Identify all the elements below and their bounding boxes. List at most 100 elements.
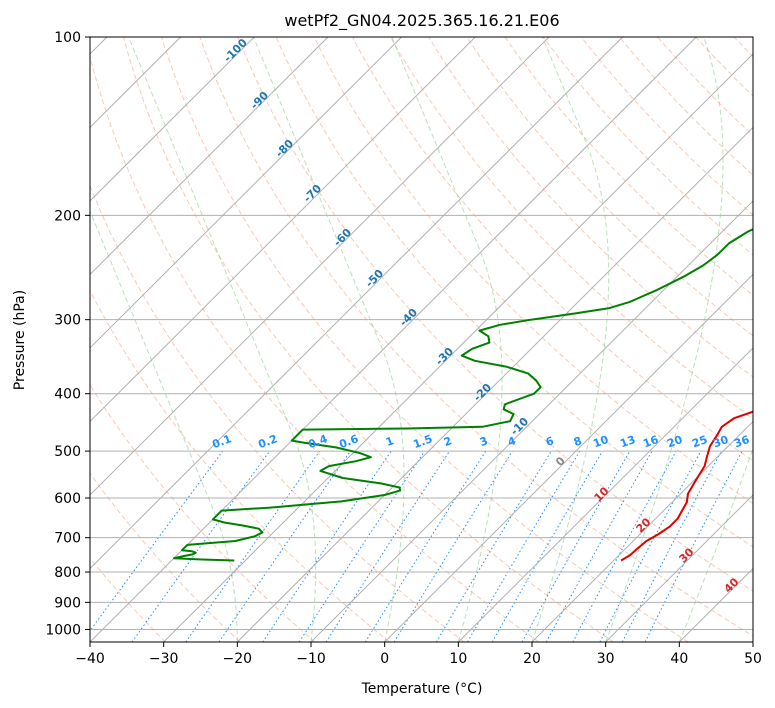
mixing-ratio-label: 0.6 — [337, 432, 360, 451]
x-tick-label: 10 — [449, 651, 467, 667]
dry-adiabat-line — [90, 383, 316, 642]
mixing-ratio-label: 25 — [690, 433, 709, 450]
dry-adiabat-line — [90, 54, 540, 642]
dry-adiabat-label: -50 — [363, 267, 386, 290]
chart-title: wetPf2_GN04.2025.365.16.21.E06 — [284, 11, 559, 31]
mixing-ratio-label: 13 — [618, 433, 637, 450]
dry-adiabat-label: -100 — [221, 36, 250, 65]
isotherm-line — [310, 200, 753, 642]
moist-adiabat-line — [531, 37, 610, 642]
isotherm-line — [457, 347, 753, 642]
mixing-ratio-label: 6 — [544, 434, 556, 449]
y-tick-label: 100 — [54, 30, 81, 46]
moist-adiabat-line — [253, 37, 405, 642]
mixing-ratio-line — [521, 450, 631, 642]
isotherm-label: 30 — [677, 545, 697, 565]
x-tick-label: −10 — [296, 651, 326, 667]
dry-adiabat-label: -70 — [301, 182, 324, 205]
skewed-isotherms — [90, 37, 753, 642]
x-tick-label: −20 — [223, 651, 253, 667]
y-axis: 1000 900 800 700 600 500 400 300 200 100 — [45, 30, 90, 638]
isotherm-line — [90, 37, 697, 642]
dry-adiabat-label: -20 — [471, 381, 494, 404]
dry-adiabat-label: -60 — [331, 226, 354, 249]
profile-lines — [173, 228, 753, 562]
isotherm-line — [90, 37, 255, 202]
mixing-ratio-label: 30 — [711, 433, 730, 451]
isotherm-line — [90, 37, 329, 276]
dry-adiabat-line — [466, 37, 753, 337]
dry-adiabat-line — [390, 37, 753, 420]
isotherm-line — [90, 37, 402, 349]
isotherm-line — [163, 53, 753, 642]
isotherm-label: 40 — [722, 575, 742, 595]
y-tick-label: 600 — [54, 491, 81, 507]
dry-adiabat-label: -90 — [248, 89, 271, 112]
mixing-ratio-label: 0.2 — [256, 432, 279, 451]
dry-adiabat-line — [275, 37, 753, 548]
temperature-line — [620, 410, 753, 562]
isotherm-line — [90, 37, 623, 570]
y-tick-label: 900 — [54, 595, 81, 611]
moist-adiabat-line — [605, 37, 724, 642]
moist-adiabat-line — [90, 209, 238, 642]
x-tick-label: −40 — [75, 651, 105, 667]
pressure-gridlines — [90, 37, 753, 630]
mixing-ratio-line — [572, 450, 677, 642]
dry-adiabat-line — [351, 37, 753, 462]
mixing-ratio-line — [218, 450, 351, 642]
mixing-ratio-label: 0.4 — [306, 432, 329, 451]
x-tick-label: 40 — [670, 651, 688, 667]
dry-adiabat-line — [161, 37, 689, 642]
y-tick-label: 700 — [54, 531, 81, 547]
mixing-ratio-line — [435, 450, 552, 642]
isotherm-line — [678, 567, 753, 642]
y-tick-label: 1000 — [45, 622, 81, 638]
y-tick-label: 800 — [54, 565, 81, 581]
mixing-ratio-label: 1 — [384, 434, 396, 449]
dry-adiabat-label: -80 — [273, 137, 296, 160]
mixing-ratio-line — [545, 450, 653, 642]
y-tick-label: 300 — [54, 313, 81, 329]
moist-adiabat-line — [128, 37, 317, 642]
y-axis-label: Pressure (hPa) — [12, 290, 28, 390]
mixing-ratio-label: 10 — [591, 433, 610, 451]
dry-adiabat-line — [542, 37, 753, 256]
mixing-ratio-label: 2 — [442, 434, 454, 449]
dry-adiabat-line — [122, 37, 614, 642]
x-tick-label: 50 — [744, 651, 762, 667]
x-tick-label: 20 — [523, 651, 541, 667]
isotherm-line — [531, 420, 753, 642]
isotherm-line — [752, 641, 753, 642]
dry-adiabat-line — [313, 37, 753, 505]
mixing-ratio-line — [621, 450, 722, 642]
x-tick-label: −30 — [149, 651, 179, 667]
moist-adiabat-line — [391, 37, 503, 642]
x-axis: −40 −30 −20 −10 0 10 20 30 40 50 — [75, 642, 762, 667]
y-tick-label: 400 — [54, 387, 81, 403]
mixing-ratio-label: 36 — [732, 433, 751, 451]
mixing-ratio-label: 3 — [478, 434, 490, 449]
dry-adiabat-line — [237, 37, 753, 592]
mixing-ratio-label: 0.1 — [210, 432, 233, 451]
mixing-ratio-line — [262, 450, 392, 642]
background-lines — [90, 37, 753, 642]
contour-labels: 010203040-100-90-80-70-60-50-40-30-20-10… — [210, 36, 751, 596]
dry-adiabat-line — [695, 37, 753, 97]
dry-adiabat-line — [733, 37, 753, 58]
dry-adiabat-line — [90, 289, 390, 642]
mixing-ratio-label: 16 — [641, 433, 660, 451]
mixing-ratio-label: 8 — [572, 434, 584, 449]
mixing-ratio-line — [90, 450, 224, 632]
dry-adiabat-line — [428, 37, 753, 378]
mixing-ratio-label: 1.5 — [411, 432, 434, 451]
isotherm-line — [384, 273, 753, 642]
mixing-ratio-line — [364, 450, 487, 642]
y-tick-label: 200 — [54, 208, 81, 224]
x-axis-label: Temperature (°C) — [361, 681, 483, 697]
dewpoint-line — [173, 228, 753, 562]
isotherm-line — [90, 37, 476, 423]
mixing-ratio-line — [298, 450, 426, 642]
moist-adiabat-line — [678, 446, 753, 642]
